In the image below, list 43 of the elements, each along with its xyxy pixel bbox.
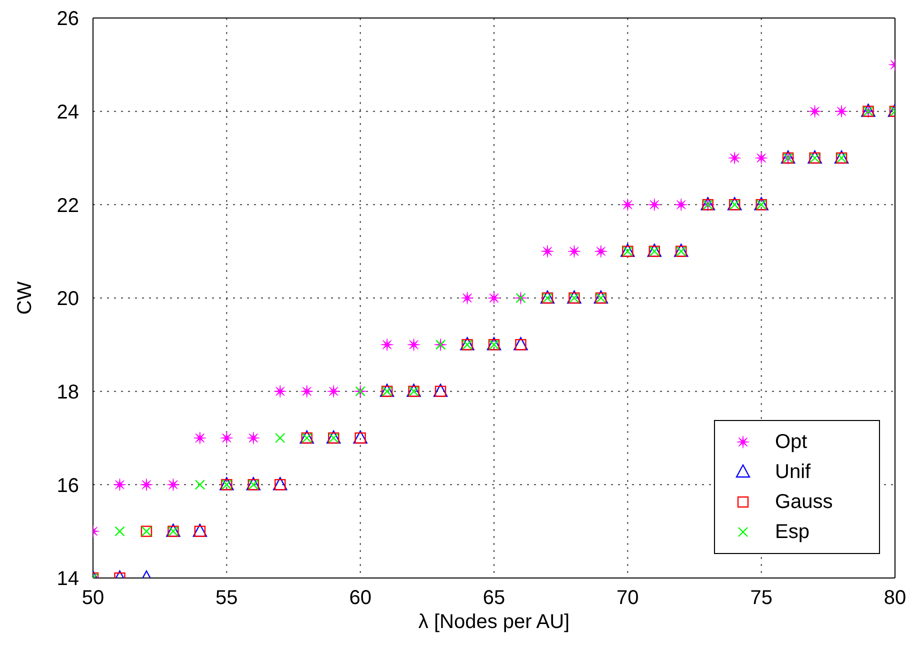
point bbox=[594, 245, 608, 258]
legend-label: Unif bbox=[775, 460, 811, 484]
point bbox=[728, 152, 741, 164]
point bbox=[835, 105, 848, 118]
point bbox=[674, 198, 688, 211]
point bbox=[755, 152, 768, 164]
y-tick-label: 18 bbox=[56, 381, 79, 404]
x-tick-label: 70 bbox=[616, 587, 639, 610]
point bbox=[408, 338, 420, 351]
x-tick-label: 65 bbox=[482, 587, 506, 610]
point bbox=[808, 105, 822, 118]
x-tick-label: 50 bbox=[82, 587, 104, 610]
y-tick-label: 14 bbox=[56, 568, 79, 590]
legend-label: Gauss bbox=[775, 490, 833, 514]
y-tick-label: 26 bbox=[56, 8, 79, 30]
y-tick-label: 16 bbox=[56, 474, 79, 497]
point bbox=[380, 338, 394, 351]
y-axis-title: CW bbox=[14, 281, 36, 315]
point bbox=[460, 292, 474, 304]
point bbox=[300, 385, 314, 398]
x-tick-label: 60 bbox=[349, 587, 372, 610]
x-tick-label: 55 bbox=[216, 587, 238, 610]
point bbox=[621, 198, 634, 211]
x-tick-label: 80 bbox=[884, 587, 906, 610]
x-tick-label: 75 bbox=[750, 587, 772, 610]
point bbox=[568, 245, 580, 258]
point bbox=[140, 478, 153, 491]
point bbox=[247, 432, 260, 444]
point bbox=[194, 432, 206, 444]
legend-label: Esp bbox=[775, 520, 810, 544]
point bbox=[488, 292, 500, 304]
point bbox=[274, 385, 286, 398]
y-tick-label: 22 bbox=[56, 194, 79, 217]
point bbox=[648, 198, 661, 211]
point bbox=[113, 478, 126, 491]
point bbox=[327, 385, 340, 398]
x-axis-title: λ [Nodes per AU] bbox=[418, 611, 570, 633]
point bbox=[220, 432, 233, 444]
y-tick-label: 20 bbox=[56, 288, 79, 310]
legend-label: Opt bbox=[775, 430, 808, 454]
point bbox=[166, 478, 180, 491]
point bbox=[541, 245, 554, 258]
y-tick-label: 24 bbox=[56, 101, 79, 124]
